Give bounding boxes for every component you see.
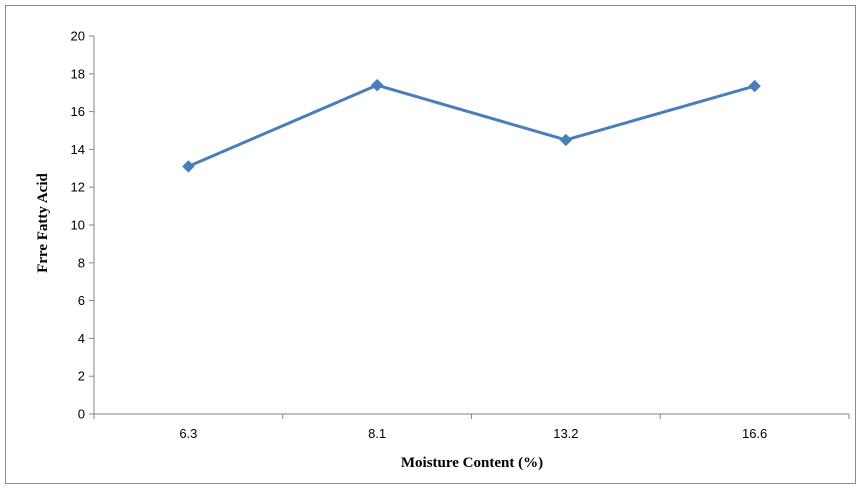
data-point-marker	[182, 160, 195, 173]
y-axis-title: Frre Fatty Acid	[35, 173, 51, 273]
y-axis-ticks: 0 2 4 6 8 10 12 14 16 18 20	[71, 29, 94, 422]
data-point-marker	[748, 79, 761, 93]
series-line	[187, 83, 756, 168]
y-tick-label: 2	[78, 369, 85, 384]
x-tick-label: 13.2	[553, 426, 578, 441]
data-point-marker	[559, 133, 573, 147]
y-tick-label: 20	[71, 29, 85, 44]
y-tick-label: 6	[78, 293, 85, 308]
y-tick-label: 0	[78, 407, 85, 422]
x-tick-label: 8.1	[368, 426, 386, 441]
y-tick-label: 18	[71, 66, 85, 81]
chart-series	[182, 78, 761, 173]
x-tick-label: 6.3	[179, 426, 197, 441]
y-tick-label: 4	[78, 331, 85, 346]
y-tick-label: 8	[78, 255, 85, 270]
x-tick-label: 16.6	[742, 426, 767, 441]
y-tick-label: 10	[71, 218, 85, 233]
x-axis-title: Moisture Content (%)	[401, 455, 543, 471]
y-tick-label: 12	[71, 180, 85, 195]
x-axis-ticks: 6.3 8.1 13.2 16.6	[93, 414, 850, 441]
data-point-marker	[370, 78, 384, 92]
y-tick-label: 14	[71, 142, 85, 157]
chart-frame	[5, 5, 856, 484]
y-tick-label: 16	[71, 104, 85, 119]
